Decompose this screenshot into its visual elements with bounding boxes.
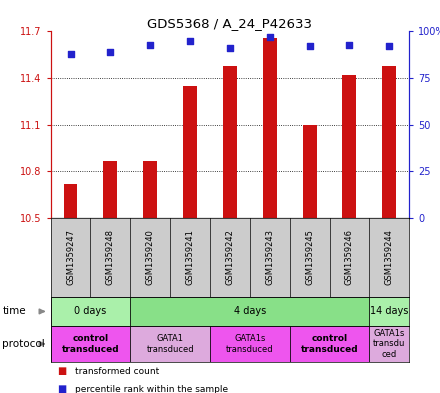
Point <box>187 38 194 44</box>
Text: transformed count: transformed count <box>75 367 159 376</box>
Text: GATA1s
transdu
ced: GATA1s transdu ced <box>373 329 406 359</box>
Text: protocol: protocol <box>2 339 45 349</box>
Bar <box>183 86 197 218</box>
Text: ■: ■ <box>57 366 66 376</box>
Text: percentile rank within the sample: percentile rank within the sample <box>75 385 228 393</box>
Text: 4 days: 4 days <box>234 307 266 316</box>
Bar <box>223 66 237 218</box>
Text: control
transduced: control transduced <box>301 334 358 354</box>
Text: GSM1359248: GSM1359248 <box>106 230 115 285</box>
Title: GDS5368 / A_24_P42633: GDS5368 / A_24_P42633 <box>147 17 312 30</box>
Text: 0 days: 0 days <box>74 307 106 316</box>
Bar <box>51 297 130 326</box>
Bar <box>369 326 409 362</box>
Text: GSM1359242: GSM1359242 <box>225 230 235 285</box>
Bar <box>303 125 316 218</box>
Point <box>107 49 114 55</box>
Bar <box>63 184 77 218</box>
Point <box>306 43 313 50</box>
Bar <box>369 297 409 326</box>
Bar <box>143 162 157 218</box>
Text: control
transduced: control transduced <box>62 334 119 354</box>
Text: 14 days: 14 days <box>370 307 408 316</box>
Text: GSM1359240: GSM1359240 <box>146 230 155 285</box>
Text: GSM1359243: GSM1359243 <box>265 230 274 285</box>
Point <box>386 43 393 50</box>
Bar <box>51 326 130 362</box>
Text: time: time <box>2 307 26 316</box>
Text: ■: ■ <box>57 384 66 393</box>
Bar <box>130 297 369 326</box>
Bar <box>342 75 356 218</box>
Bar <box>130 326 210 362</box>
Bar <box>210 326 290 362</box>
Bar <box>290 326 369 362</box>
Text: GSM1359245: GSM1359245 <box>305 230 314 285</box>
Text: GATA1
transduced: GATA1 transduced <box>147 334 194 354</box>
Text: GSM1359246: GSM1359246 <box>345 230 354 285</box>
Bar <box>103 162 117 218</box>
Point <box>266 34 273 40</box>
Text: GSM1359244: GSM1359244 <box>385 230 394 285</box>
Point <box>67 51 74 57</box>
Point <box>346 41 353 48</box>
Bar <box>382 66 396 218</box>
Text: GATA1s
transduced: GATA1s transduced <box>226 334 274 354</box>
Text: GSM1359241: GSM1359241 <box>186 230 194 285</box>
Text: GSM1359247: GSM1359247 <box>66 230 75 285</box>
Point <box>147 41 154 48</box>
Point <box>227 45 234 51</box>
Bar <box>263 39 277 218</box>
